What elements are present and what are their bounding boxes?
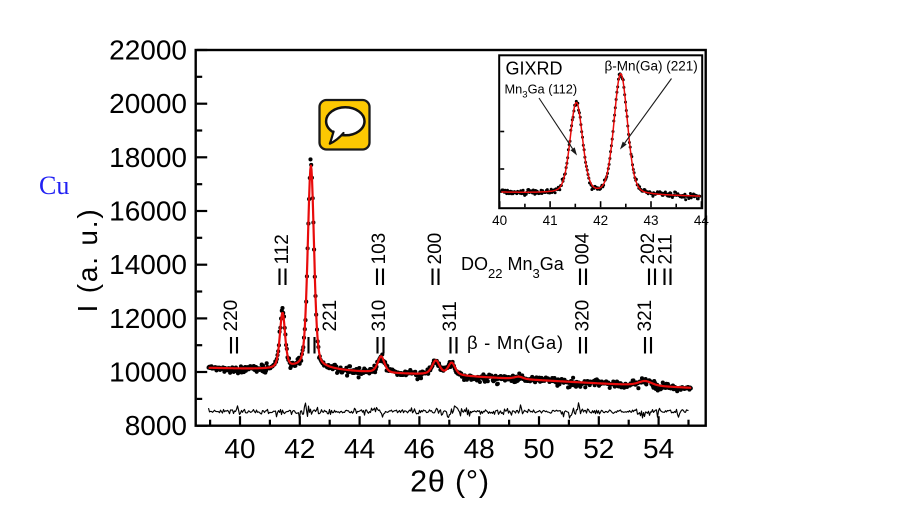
- svg-text:320: 320: [573, 300, 594, 332]
- svg-text:112: 112: [272, 234, 293, 264]
- svg-text:14000: 14000: [109, 249, 187, 280]
- svg-text:10000: 10000: [109, 357, 187, 388]
- svg-text:41: 41: [543, 213, 558, 228]
- svg-text:321: 321: [635, 300, 656, 332]
- svg-text:46: 46: [404, 433, 435, 464]
- svg-text:103: 103: [369, 233, 390, 265]
- svg-text:40: 40: [492, 213, 507, 228]
- svg-text:43: 43: [643, 213, 658, 228]
- svg-text:2θ (°): 2θ (°): [410, 465, 490, 499]
- svg-text:β - Mn(Ga): β - Mn(Ga): [467, 332, 564, 353]
- svg-text:211: 211: [656, 234, 677, 264]
- svg-text:12000: 12000: [109, 303, 187, 334]
- svg-text:44: 44: [694, 213, 710, 228]
- svg-text:8000: 8000: [125, 410, 187, 441]
- svg-text:48: 48: [464, 433, 495, 464]
- svg-text:Cu: Cu: [39, 171, 69, 200]
- svg-text:200: 200: [425, 233, 446, 265]
- svg-text:202: 202: [638, 233, 659, 265]
- svg-text:GIXRD: GIXRD: [506, 59, 563, 79]
- svg-text:004: 004: [573, 232, 594, 264]
- svg-text:50: 50: [523, 433, 554, 464]
- svg-text:20000: 20000: [109, 88, 187, 119]
- svg-text:311: 311: [440, 301, 461, 331]
- svg-text:22000: 22000: [109, 35, 187, 66]
- svg-text:40: 40: [224, 433, 255, 464]
- svg-text:52: 52: [583, 433, 614, 464]
- svg-text:18000: 18000: [109, 142, 187, 173]
- svg-text:β-Mn(Ga) (221): β-Mn(Ga) (221): [605, 59, 698, 74]
- svg-text:16000: 16000: [109, 196, 187, 227]
- svg-text:310: 310: [369, 300, 390, 332]
- svg-text:42: 42: [284, 433, 315, 464]
- svg-text:221: 221: [320, 300, 341, 332]
- svg-text:44: 44: [344, 433, 375, 464]
- svg-text:220: 220: [221, 300, 242, 332]
- svg-text:I (a. u.): I (a. u.): [72, 208, 103, 313]
- svg-text:54: 54: [643, 433, 674, 464]
- svg-text:42: 42: [593, 213, 608, 228]
